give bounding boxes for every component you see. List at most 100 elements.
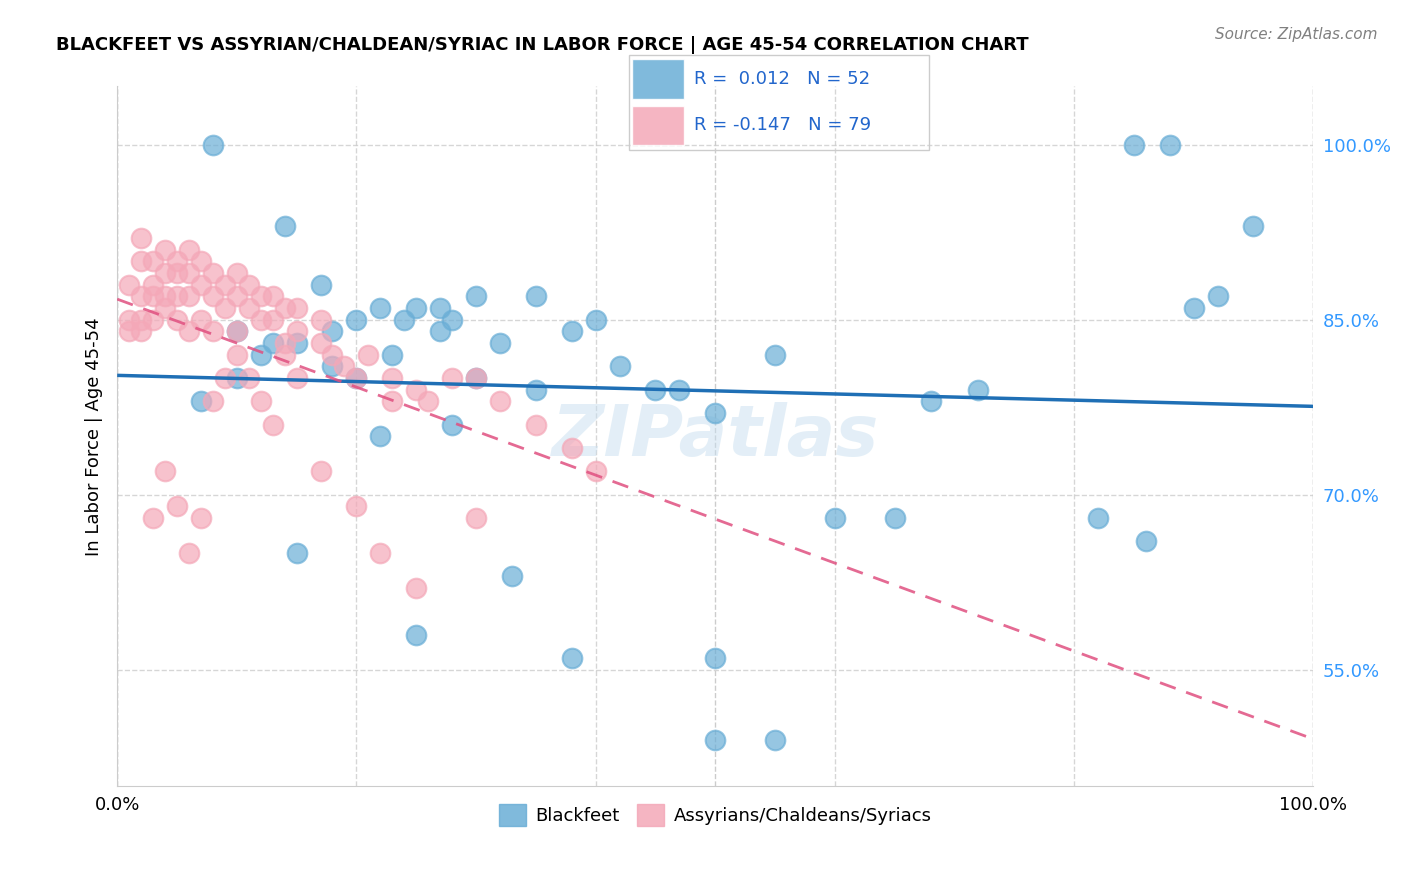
- FancyBboxPatch shape: [631, 60, 685, 99]
- Point: [142, 511, 165, 525]
- Point: [118, 277, 141, 292]
- Point: [201, 289, 224, 303]
- Point: [238, 301, 260, 315]
- Point: [118, 312, 141, 326]
- Point: [249, 312, 271, 326]
- Point: [225, 325, 247, 339]
- Point: [238, 277, 260, 292]
- Point: [273, 301, 295, 315]
- Point: [238, 371, 260, 385]
- Point: [190, 511, 212, 525]
- Point: [225, 371, 247, 385]
- Point: [285, 325, 308, 339]
- Point: [370, 429, 392, 443]
- Point: [344, 312, 367, 326]
- Point: [357, 348, 380, 362]
- Point: [585, 312, 607, 326]
- Point: [225, 348, 247, 362]
- Point: [129, 254, 152, 268]
- Point: [129, 289, 152, 303]
- Point: [309, 465, 332, 479]
- Point: [704, 732, 727, 747]
- Point: [166, 289, 188, 303]
- Point: [177, 243, 200, 257]
- Point: [441, 312, 464, 326]
- Point: [225, 289, 247, 303]
- Point: [262, 289, 284, 303]
- Point: [214, 301, 236, 315]
- Point: [177, 289, 200, 303]
- Point: [763, 732, 786, 747]
- Point: [524, 289, 547, 303]
- Text: ZIPatlas: ZIPatlas: [551, 402, 879, 471]
- Point: [142, 312, 165, 326]
- Point: [381, 371, 404, 385]
- Point: [967, 383, 990, 397]
- Point: [465, 289, 488, 303]
- Point: [153, 266, 176, 280]
- Point: [429, 301, 451, 315]
- Point: [190, 277, 212, 292]
- Point: [118, 325, 141, 339]
- Point: [153, 301, 176, 315]
- Point: [333, 359, 356, 374]
- Point: [142, 254, 165, 268]
- Point: [273, 348, 295, 362]
- Point: [405, 581, 427, 595]
- Point: [249, 289, 271, 303]
- Point: [381, 394, 404, 409]
- Point: [129, 325, 152, 339]
- Point: [394, 312, 416, 326]
- Point: [344, 371, 367, 385]
- Point: [166, 254, 188, 268]
- Point: [585, 465, 607, 479]
- Point: [883, 511, 905, 525]
- Point: [201, 266, 224, 280]
- Point: [190, 312, 212, 326]
- Point: [190, 254, 212, 268]
- Point: [321, 325, 343, 339]
- Point: [153, 289, 176, 303]
- Text: R =  0.012   N = 52: R = 0.012 N = 52: [693, 70, 870, 88]
- Point: [273, 336, 295, 351]
- Point: [285, 336, 308, 351]
- Point: [309, 336, 332, 351]
- Point: [501, 569, 523, 583]
- Point: [920, 394, 942, 409]
- Legend: Blackfeet, Assyrians/Chaldeans/Syriacs: Blackfeet, Assyrians/Chaldeans/Syriacs: [492, 797, 939, 833]
- Point: [704, 406, 727, 420]
- Point: [190, 394, 212, 409]
- Point: [177, 266, 200, 280]
- Point: [441, 417, 464, 432]
- Point: [321, 348, 343, 362]
- Point: [489, 394, 512, 409]
- Point: [441, 371, 464, 385]
- Point: [153, 243, 176, 257]
- Point: [370, 546, 392, 560]
- Text: R = -0.147   N = 79: R = -0.147 N = 79: [693, 116, 870, 134]
- Point: [644, 383, 666, 397]
- Point: [225, 266, 247, 280]
- Point: [321, 359, 343, 374]
- Point: [405, 301, 427, 315]
- Point: [524, 417, 547, 432]
- Y-axis label: In Labor Force | Age 45-54: In Labor Force | Age 45-54: [86, 318, 103, 556]
- Point: [561, 651, 583, 665]
- Point: [405, 628, 427, 642]
- Point: [1087, 511, 1109, 525]
- FancyBboxPatch shape: [631, 105, 685, 145]
- Point: [142, 289, 165, 303]
- Point: [1243, 219, 1265, 234]
- Point: [1182, 301, 1205, 315]
- Point: [824, 511, 846, 525]
- Point: [344, 371, 367, 385]
- Point: [370, 301, 392, 315]
- Point: [249, 348, 271, 362]
- Point: [1122, 137, 1144, 152]
- Point: [668, 383, 690, 397]
- Point: [166, 266, 188, 280]
- Point: [465, 511, 488, 525]
- Text: Source: ZipAtlas.com: Source: ZipAtlas.com: [1215, 27, 1378, 42]
- Point: [561, 441, 583, 455]
- Point: [166, 312, 188, 326]
